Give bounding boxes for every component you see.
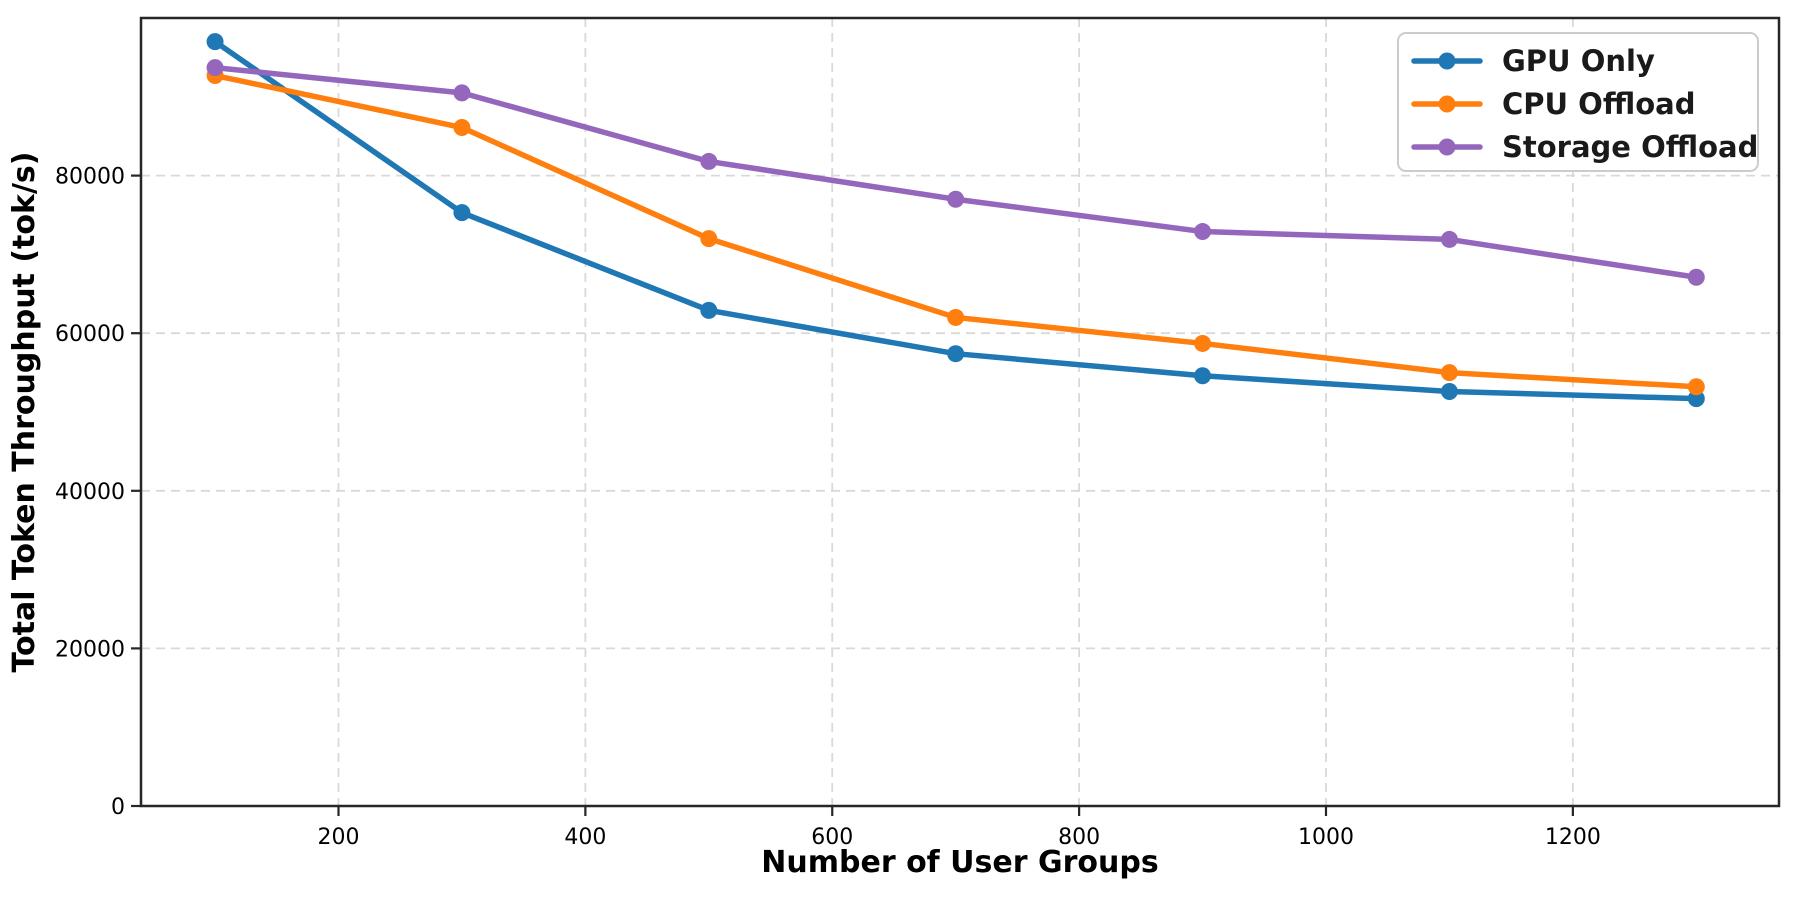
data-point-gpu-only-900 bbox=[1194, 367, 1212, 385]
data-point-cpu-offload-900 bbox=[1194, 334, 1212, 352]
legend-label-storage-offload: Storage Offload bbox=[1502, 130, 1758, 164]
data-point-gpu-only-100 bbox=[206, 33, 224, 51]
legend-swatch-marker-storage-offload bbox=[1438, 138, 1456, 156]
legend-label-cpu-offload: CPU Offload bbox=[1502, 87, 1695, 121]
legend: GPU Only CPU Offload Storage Offload bbox=[1397, 32, 1759, 172]
series-gpu-only bbox=[206, 33, 1705, 408]
data-point-gpu-only-500 bbox=[700, 301, 718, 319]
legend-swatch-marker-gpu-only bbox=[1438, 52, 1456, 70]
y-tick-label-80000: 80000 bbox=[55, 165, 125, 190]
data-point-storage-offload-300 bbox=[453, 84, 471, 102]
series-cpu-offload bbox=[206, 67, 1705, 396]
x-tick-label-1200: 1200 bbox=[1545, 825, 1601, 850]
data-point-gpu-only-1100 bbox=[1440, 383, 1458, 401]
x-tick-label-800: 800 bbox=[1058, 825, 1100, 850]
x-tick-label-200: 200 bbox=[317, 825, 359, 850]
data-point-cpu-offload-1100 bbox=[1440, 364, 1458, 382]
plot-border bbox=[139, 16, 1781, 808]
data-point-cpu-offload-500 bbox=[700, 230, 718, 248]
series-storage-offload bbox=[206, 59, 1705, 286]
data-point-cpu-offload-1300 bbox=[1687, 378, 1705, 396]
legend-item-gpu-only: GPU Only bbox=[1411, 44, 1655, 78]
x-axis-label: Number of User Groups bbox=[761, 845, 1158, 880]
legend-swatch-marker-cpu-offload bbox=[1438, 95, 1456, 113]
data-point-cpu-offload-700 bbox=[947, 308, 965, 326]
legend-box bbox=[1397, 32, 1759, 172]
y-axis-label: Total Token Throughput (tok/s) bbox=[7, 152, 42, 673]
data-point-gpu-only-300 bbox=[453, 204, 471, 222]
x-tick-label-1000: 1000 bbox=[1298, 825, 1354, 850]
legend-item-cpu-offload: CPU Offload bbox=[1411, 87, 1695, 121]
x-tick-label-600: 600 bbox=[811, 825, 853, 850]
data-point-storage-offload-700 bbox=[947, 190, 965, 208]
y-tick-label-0: 0 bbox=[111, 795, 125, 820]
data-point-storage-offload-100 bbox=[206, 59, 224, 77]
data-point-gpu-only-1300 bbox=[1687, 390, 1705, 408]
data-series bbox=[206, 33, 1705, 408]
x-tick-label-400: 400 bbox=[564, 825, 606, 850]
y-tick-label-40000: 40000 bbox=[55, 480, 125, 505]
data-point-gpu-only-700 bbox=[947, 345, 965, 363]
legend-item-storage-offload: Storage Offload bbox=[1411, 130, 1758, 164]
y-tick-label-20000: 20000 bbox=[55, 637, 125, 662]
data-point-storage-offload-500 bbox=[700, 152, 718, 170]
data-point-storage-offload-1300 bbox=[1687, 268, 1705, 286]
data-point-storage-offload-900 bbox=[1194, 223, 1212, 241]
data-point-cpu-offload-300 bbox=[453, 119, 471, 137]
axes: 200 400 600 800 1000 1200 0 20000 40000 60000 8000… bbox=[55, 16, 1781, 850]
y-tick-label-60000: 60000 bbox=[55, 322, 125, 347]
legend-label-gpu-only: GPU Only bbox=[1502, 44, 1655, 78]
gridlines bbox=[141, 18, 1779, 806]
data-point-storage-offload-1100 bbox=[1440, 230, 1458, 248]
